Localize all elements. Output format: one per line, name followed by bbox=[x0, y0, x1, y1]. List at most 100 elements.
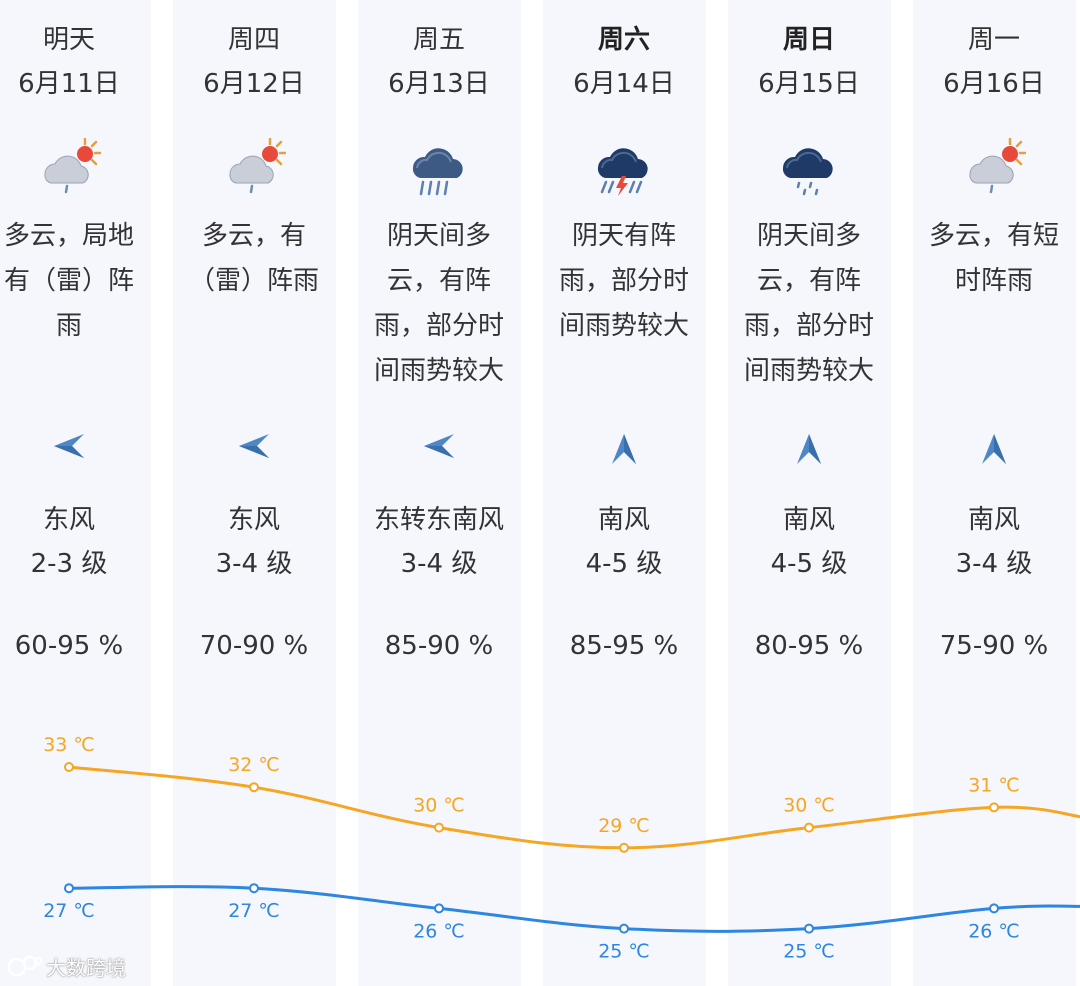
day-label: 周五 bbox=[412, 25, 465, 55]
low-temp-line bbox=[68, 885, 1080, 933]
weather-description-line: 有（雷）阵 bbox=[3, 266, 134, 296]
wind-info: 南风 3-4 级 bbox=[904, 498, 1080, 586]
wind-level: 3-4 级 bbox=[215, 549, 293, 579]
weather-description-line: 阴天间多 bbox=[386, 221, 491, 251]
high-temp-point bbox=[804, 822, 814, 833]
low-temp-label: 26 ℃ bbox=[413, 920, 465, 942]
partly-cloudy-rain-icon bbox=[0, 138, 159, 212]
thunderstorm-icon bbox=[534, 138, 714, 212]
wind-level: 3-4 级 bbox=[400, 549, 478, 579]
weather-description: 多云，有 （雷）阵雨 bbox=[179, 214, 329, 304]
low-temp-label: 25 ℃ bbox=[598, 941, 650, 963]
date-label: 6月13日 bbox=[388, 69, 490, 99]
high-temp-point bbox=[619, 842, 629, 853]
wind-arrow-up-icon bbox=[534, 432, 714, 472]
wind-info: 南风 4-5 级 bbox=[534, 498, 714, 586]
high-temp-line bbox=[68, 765, 1080, 850]
weather-description-line: 间雨势较大 bbox=[558, 311, 689, 341]
wind-arrow-left-icon bbox=[349, 432, 529, 472]
wind-arrow-left-icon bbox=[164, 432, 344, 472]
weather-description-line: 阴天有阵 bbox=[571, 221, 676, 251]
low-temp-label: 27 ℃ bbox=[43, 900, 95, 922]
high-temp-point bbox=[434, 822, 444, 833]
date-label: 6月15日 bbox=[758, 69, 860, 99]
weather-description-line: 雨，部分时 bbox=[743, 311, 874, 341]
low-temp-point bbox=[64, 883, 74, 894]
day-label: 周四 bbox=[227, 25, 280, 55]
wind-direction: 东风 bbox=[42, 505, 95, 535]
wind-level: 4-5 级 bbox=[770, 549, 848, 579]
wind-direction: 南风 bbox=[597, 505, 650, 535]
watermark-text: 大数跨境 bbox=[46, 955, 126, 980]
day-label: 明天 bbox=[42, 25, 95, 55]
cloudy-heavy-rain-icon bbox=[349, 138, 529, 212]
weather-description-line: 多云，有短 bbox=[928, 221, 1059, 251]
date-label: 6月12日 bbox=[203, 69, 305, 99]
date-label: 6月11日 bbox=[18, 69, 120, 99]
weather-description-line: 雨，部分时 bbox=[373, 311, 504, 341]
wind-arrow-up-icon bbox=[904, 432, 1080, 472]
weather-description-line: 云，有阵 bbox=[756, 266, 861, 296]
high-temp-label: 32 ℃ bbox=[228, 754, 280, 776]
humidity-range: 60-95 % bbox=[14, 631, 124, 661]
wind-level: 3-4 级 bbox=[955, 549, 1033, 579]
weather-description-line: 雨，部分时 bbox=[558, 266, 689, 296]
partly-cloudy-rain-icon bbox=[164, 138, 344, 212]
low-temp-label: 27 ℃ bbox=[228, 900, 280, 922]
wind-direction: 东转东南风 bbox=[373, 505, 504, 535]
wind-info: 南风 4-5 级 bbox=[719, 498, 899, 586]
low-temp-point bbox=[249, 883, 259, 894]
watermark-logo-icon bbox=[8, 955, 42, 977]
weather-description: 阴天间多云，有阵雨，部分时间雨势较大 bbox=[734, 214, 884, 394]
humidity-range: 75-90 % bbox=[939, 631, 1049, 661]
high-temp-label: 30 ℃ bbox=[413, 795, 465, 817]
weather-description-line: （雷）阵雨 bbox=[188, 266, 319, 296]
day-label: 周六 bbox=[597, 25, 650, 55]
partly-cloudy-rain-icon bbox=[904, 138, 1080, 212]
high-temp-label: 31 ℃ bbox=[968, 774, 1020, 796]
high-temp-point bbox=[989, 802, 999, 813]
wind-direction: 东风 bbox=[227, 505, 280, 535]
weather-description-line: 多云，有 bbox=[201, 221, 306, 251]
weather-description: 阴天有阵雨，部分时间雨势较大 bbox=[549, 214, 699, 349]
weather-description-line: 雨 bbox=[55, 311, 82, 341]
weather-description-line: 时阵雨 bbox=[954, 266, 1033, 296]
weather-description-line: 云，有阵 bbox=[386, 266, 491, 296]
wind-info: 东风 2-3 级 bbox=[0, 498, 159, 586]
high-temp-point bbox=[249, 782, 259, 793]
wind-direction: 南风 bbox=[782, 505, 835, 535]
humidity-range: 85-95 % bbox=[569, 631, 679, 661]
low-temp-point bbox=[619, 923, 629, 934]
day-label: 周日 bbox=[782, 25, 835, 55]
wind-level: 2-3 级 bbox=[30, 549, 108, 579]
humidity-range: 70-90 % bbox=[199, 631, 309, 661]
day-label: 周一 bbox=[967, 25, 1020, 55]
weather-description-line: 间雨势较大 bbox=[743, 356, 874, 386]
weather-description-line: 阴天间多 bbox=[756, 221, 861, 251]
high-temp-label: 33 ℃ bbox=[43, 734, 95, 756]
high-temp-label: 29 ℃ bbox=[598, 815, 650, 837]
date-label: 6月14日 bbox=[573, 69, 675, 99]
weather-description: 阴天间多云，有阵雨，部分时间雨势较大 bbox=[364, 214, 514, 394]
weather-description-line: 间雨势较大 bbox=[373, 356, 504, 386]
high-temp-point bbox=[64, 762, 74, 772]
weather-description: 多云，局地有（雷）阵雨 bbox=[0, 214, 144, 349]
low-temp-point bbox=[434, 903, 444, 914]
wind-arrow-up-icon bbox=[719, 432, 899, 472]
low-temp-label: 25 ℃ bbox=[783, 941, 835, 963]
weather-description: 多云，有短时阵雨 bbox=[919, 214, 1069, 304]
humidity-range: 80-95 % bbox=[754, 631, 864, 661]
watermark: 大数跨境 bbox=[8, 950, 126, 982]
high-temp-label: 30 ℃ bbox=[783, 795, 835, 817]
wind-arrow-left-icon bbox=[0, 432, 159, 472]
cloudy-rain-icon bbox=[719, 138, 899, 212]
date-label: 6月16日 bbox=[943, 69, 1045, 99]
wind-info: 东转东南风 3-4 级 bbox=[349, 498, 529, 586]
weather-description-line: 多云，局地 bbox=[3, 221, 134, 251]
low-temp-point bbox=[989, 903, 999, 914]
wind-info: 东风 3-4 级 bbox=[164, 498, 344, 586]
humidity-range: 85-90 % bbox=[384, 631, 494, 661]
low-temp-point bbox=[804, 923, 814, 934]
